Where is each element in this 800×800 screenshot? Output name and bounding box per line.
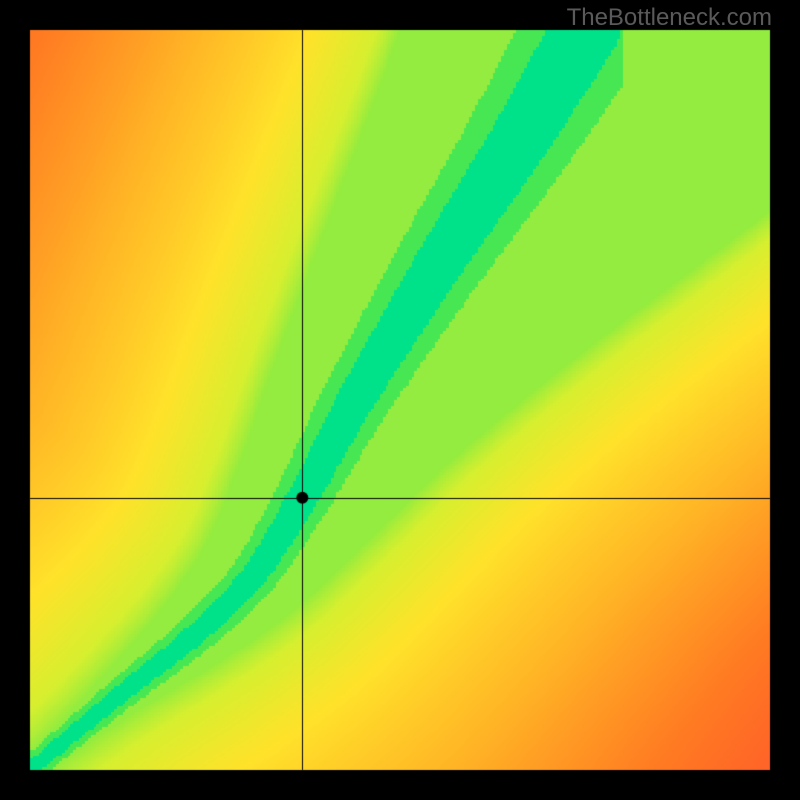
overlay-canvas	[0, 0, 800, 800]
chart-stage: TheBottleneck.com	[0, 0, 800, 800]
watermark-text: TheBottleneck.com	[567, 4, 772, 32]
